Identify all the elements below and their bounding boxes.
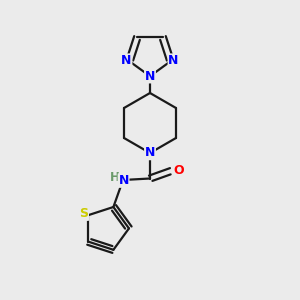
Text: N: N: [118, 174, 129, 187]
Text: N: N: [145, 146, 155, 160]
Text: N: N: [145, 70, 155, 83]
Text: S: S: [79, 207, 88, 220]
Text: N: N: [168, 54, 179, 67]
Text: H: H: [110, 171, 119, 184]
Text: O: O: [173, 164, 184, 178]
Text: N: N: [121, 54, 132, 67]
